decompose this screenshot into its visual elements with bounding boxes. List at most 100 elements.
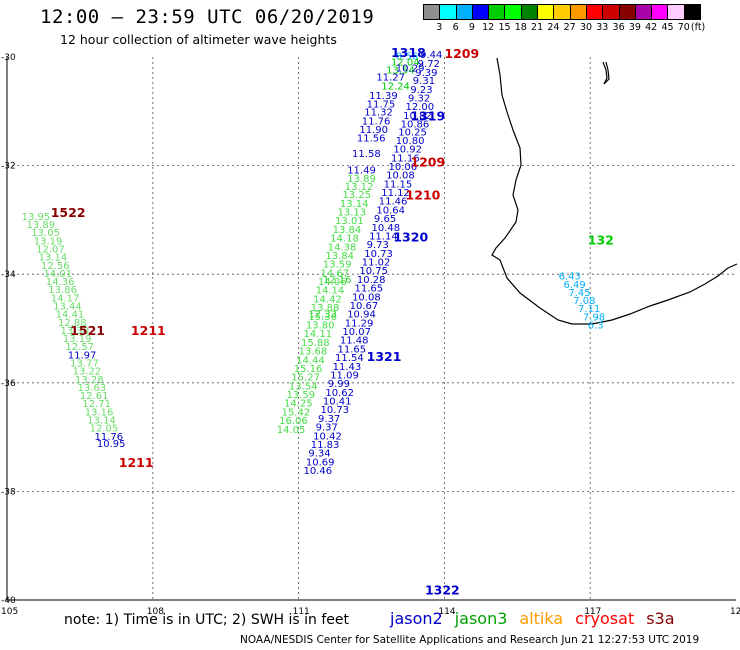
wave-height-value: 14.36 <box>46 277 75 288</box>
wave-height-value: 13.89 <box>26 220 55 231</box>
pass-time-label: 132 <box>588 232 614 247</box>
legend-label: 70 <box>677 22 690 33</box>
wave-height-value: 13.89 <box>347 174 376 185</box>
wave-height-value: 15.88 <box>301 338 330 349</box>
pass-time-label: 1322 <box>425 583 460 598</box>
wave-height-value: 7.11 <box>578 304 600 315</box>
wave-height-value: 10.08 <box>352 292 381 303</box>
wave-height-value: 8.56 <box>396 52 418 63</box>
wave-height-value: 13.59 <box>323 260 352 271</box>
lat-tick-label: -40 <box>1 596 16 606</box>
lat-tick-label: -38 <box>1 487 16 497</box>
lon-tick-label: 108 <box>147 607 164 617</box>
wave-height-value: 11.14 <box>369 231 398 242</box>
wave-height-value: 12.61 <box>80 391 109 402</box>
wave-height-value: 11.97 <box>68 350 97 361</box>
legend-swatches <box>423 4 702 20</box>
wave-height-value: 10.86 <box>401 120 430 131</box>
wave-height-value: 13.19 <box>63 334 92 345</box>
pass-time-label: 1522 <box>51 205 86 220</box>
legend-swatch <box>553 4 571 20</box>
wave-height-value: 10.28 <box>357 275 386 286</box>
wave-height-value: 9.73 <box>367 240 389 251</box>
wave-height-value: 11.48 <box>340 336 369 347</box>
wave-height-value: 13.63 <box>77 383 106 394</box>
legend-label: 3 <box>436 22 443 33</box>
wave-height-value: 6.43 <box>559 272 581 283</box>
wave-height-value: 10.48 <box>372 223 401 234</box>
lat-tick-label: -32 <box>1 162 16 172</box>
wave-height-value: 11.56 <box>357 134 386 145</box>
wave-height-value: 9.23 <box>410 85 432 96</box>
wave-height-value: 12.57 <box>65 342 94 353</box>
legend-swatch <box>471 4 490 20</box>
wave-height-value: 13.25 <box>342 190 371 201</box>
pass-time-label: 1521 <box>70 323 105 338</box>
wave-height-value: 13.84 <box>333 225 362 236</box>
wave-height-value: 11.16 <box>391 153 420 164</box>
axis-labels: 105 108 111 114 117 120 -30 -32 -34 -36 -38 -40 <box>1 53 740 617</box>
wave-height-value: 11.29 <box>345 318 374 329</box>
wave-height-value: 9.34 <box>308 449 330 460</box>
satellite-jason3: jason3 <box>454 609 508 628</box>
wave-height-value: 10.64 <box>376 205 405 216</box>
wave-height-value: 13.54 <box>386 65 415 76</box>
satellite-altika: altika <box>519 609 564 628</box>
wave-height-value: 15.36 <box>308 312 337 323</box>
pass-time-label: 1209 <box>410 155 445 170</box>
wave-height-value: 14.05 <box>277 425 306 436</box>
legend-label: 21 <box>531 22 544 33</box>
wave-height-value: 13.68 <box>299 347 328 358</box>
legend-swatch <box>423 4 441 20</box>
pass-time-label: 1320 <box>393 230 428 245</box>
lat-lon-grid <box>7 57 736 600</box>
wave-height-value: 11.76 <box>94 432 123 443</box>
wave-height-value: 14.25 <box>284 399 313 410</box>
wave-height-value: 12.56 <box>41 261 70 272</box>
legend-label: 30 <box>579 22 593 33</box>
lat-tick-label: -36 <box>1 379 16 389</box>
wave-height-value: 10.82 <box>403 111 432 122</box>
legend-swatch <box>455 4 473 20</box>
pass-time-label: 1211 <box>131 323 166 338</box>
wave-height-value: 11.39 <box>369 91 398 102</box>
wave-height-value: 11.32 <box>364 108 393 119</box>
wave-height-value: 14.41 <box>56 310 85 321</box>
wave-height-value: 12.00 <box>406 102 435 113</box>
wave-height-value: 11.54 <box>335 353 364 364</box>
legend-swatch <box>683 4 702 20</box>
wave-height-value: 14.06 <box>318 277 347 288</box>
lon-tick-label: 105 <box>1 607 18 617</box>
lon-tick-label: 114 <box>438 607 455 617</box>
pass-time-label: 1319 <box>410 109 445 124</box>
legend-swatch <box>488 4 506 20</box>
wave-height-value: 13.30 <box>60 326 89 337</box>
wave-height-value: 10.42 <box>313 431 342 442</box>
wave-height-value: 13.14 <box>39 253 68 264</box>
wave-height-value: 12.33 <box>308 310 337 321</box>
legend-swatch <box>602 4 620 20</box>
altimeter-tracks: 8.5612.0413.5412.2410.2911.2711.3911.751… <box>22 50 606 477</box>
wave-height-value: 11.83 <box>311 440 340 451</box>
legend-label: 27 <box>563 22 576 33</box>
wave-height-value: 10.29 <box>396 64 425 75</box>
wave-height-value: 10.69 <box>306 457 335 468</box>
legend-label: 33 <box>596 22 609 33</box>
wave-height-value: 14.01 <box>43 269 72 280</box>
wave-height-value: 11.90 <box>359 125 388 136</box>
legend-swatch <box>520 4 539 20</box>
wave-height-value: 11.15 <box>384 179 413 190</box>
wave-height-value: 12.71 <box>82 399 111 410</box>
wave-height-value: 9.99 <box>328 379 350 390</box>
legend-label: 36 <box>612 22 625 33</box>
lon-tick-label: 111 <box>293 607 310 617</box>
page-title: 12:00 – 23:59 UTC 06/20/2019 <box>40 6 375 28</box>
wave-height-value: 9.72 <box>418 59 440 70</box>
wave-height-value: 9.31 <box>413 76 435 87</box>
wave-height-value: 9.37 <box>316 423 338 434</box>
legend-label: 9 <box>468 22 475 33</box>
legend-swatch <box>504 4 522 20</box>
lat-tick-label: -30 <box>1 53 16 63</box>
wave-height-value: 13.77 <box>70 359 99 370</box>
wave-height-value: 9.65 <box>374 214 396 225</box>
